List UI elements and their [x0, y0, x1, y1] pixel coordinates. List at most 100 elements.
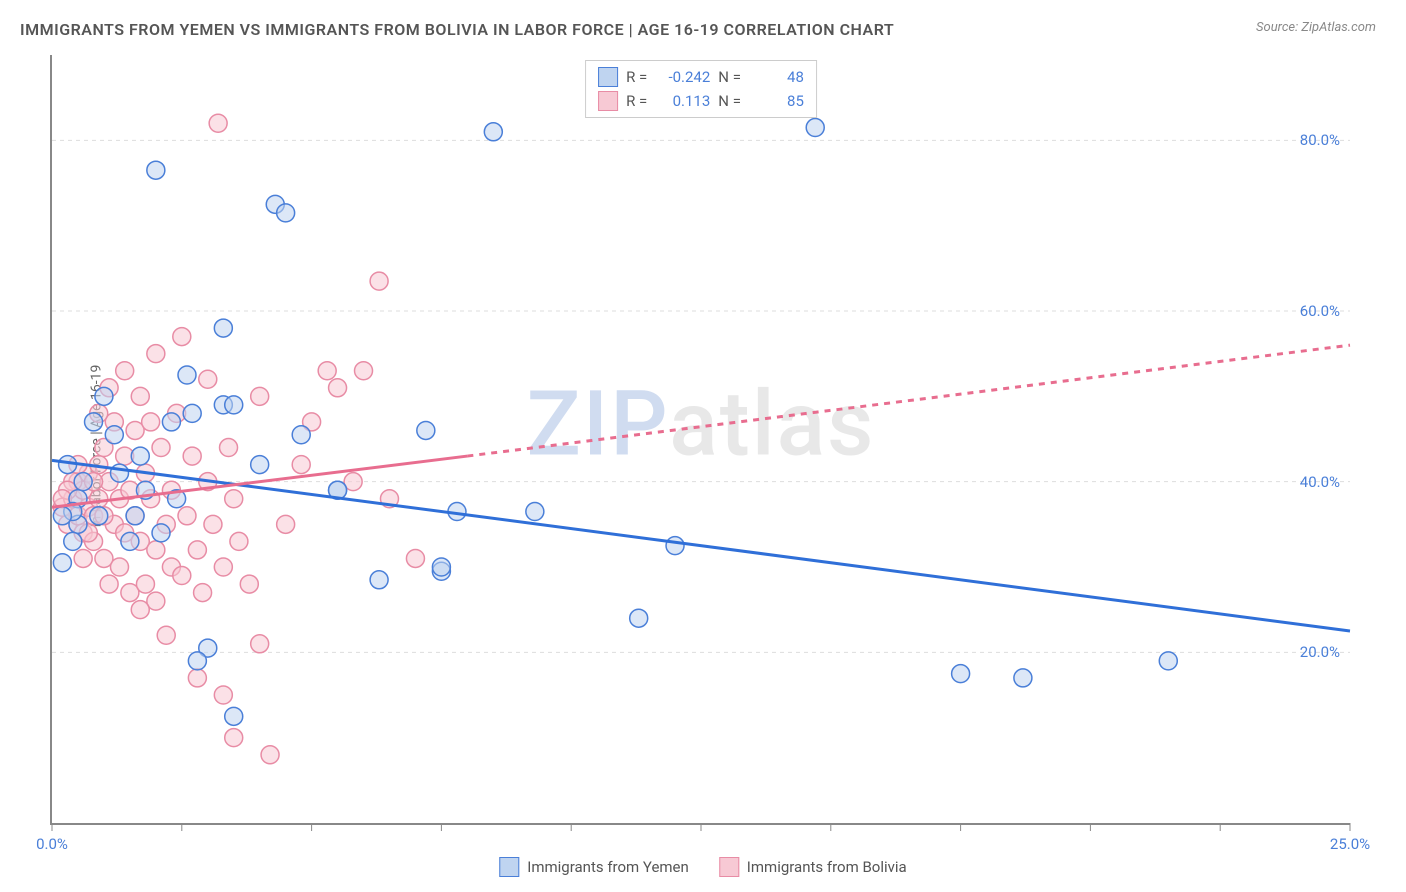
data-point-yemen	[74, 473, 92, 491]
data-point-yemen	[292, 426, 310, 444]
data-point-yemen	[1159, 652, 1177, 670]
stats-row-bolivia: R = 0.113 N = 85	[598, 89, 804, 113]
data-point-bolivia	[292, 456, 310, 474]
legend-item-bolivia: Immigrants from Bolivia	[719, 857, 907, 877]
data-point-bolivia	[199, 370, 217, 388]
data-point-yemen	[131, 447, 149, 465]
plot-area: ZIPatlas R = -0.242 N = 48 R = 0.113 N =…	[50, 55, 1350, 825]
data-point-yemen	[225, 396, 243, 414]
source-label: Source: ZipAtlas.com	[1256, 20, 1376, 35]
legend-swatch-bolivia-icon	[719, 857, 739, 877]
legend-item-yemen: Immigrants from Yemen	[499, 857, 689, 877]
y-tick-label: 40.0%	[1300, 473, 1340, 491]
data-point-bolivia	[318, 362, 336, 380]
y-tick-label: 80.0%	[1300, 131, 1340, 149]
data-point-yemen	[417, 421, 435, 439]
data-point-bolivia	[277, 515, 295, 533]
data-point-bolivia	[147, 345, 165, 363]
bottom-legend: Immigrants from Yemen Immigrants from Bo…	[499, 857, 906, 877]
data-point-yemen	[90, 507, 108, 525]
data-point-bolivia	[204, 515, 222, 533]
data-point-yemen	[526, 503, 544, 521]
stats-n-label: N =	[718, 68, 741, 86]
data-point-yemen	[85, 413, 103, 431]
legend-swatch-yemen-icon	[499, 857, 519, 877]
data-point-yemen	[105, 426, 123, 444]
data-point-bolivia	[100, 575, 118, 593]
data-point-yemen	[121, 532, 139, 550]
data-point-bolivia	[188, 669, 206, 687]
trend-line-bolivia-dashed	[467, 345, 1350, 456]
data-point-yemen	[432, 558, 450, 576]
data-point-bolivia	[173, 328, 191, 346]
swatch-bolivia-icon	[598, 91, 618, 111]
data-point-bolivia	[178, 507, 196, 525]
data-point-bolivia	[251, 635, 269, 653]
data-point-bolivia	[152, 439, 170, 457]
data-point-bolivia	[173, 567, 191, 585]
data-point-yemen	[178, 366, 196, 384]
data-point-yemen	[666, 537, 684, 555]
data-point-bolivia	[131, 601, 149, 619]
data-point-yemen	[277, 204, 295, 222]
data-point-bolivia	[147, 541, 165, 559]
stats-n-label-2: N =	[718, 92, 741, 110]
data-point-yemen	[126, 507, 144, 525]
data-point-yemen	[183, 404, 201, 422]
data-point-bolivia	[355, 362, 373, 380]
stats-yemen-n: 48	[749, 68, 804, 86]
plot-svg	[52, 55, 1350, 823]
stats-bolivia-n: 85	[749, 92, 804, 110]
data-point-bolivia	[74, 549, 92, 567]
data-point-bolivia	[214, 686, 232, 704]
data-point-bolivia	[157, 626, 175, 644]
x-tick-label: 25.0%	[1330, 835, 1370, 853]
data-point-yemen	[110, 464, 128, 482]
data-point-bolivia	[90, 490, 108, 508]
data-point-bolivia	[142, 413, 160, 431]
stats-legend: R = -0.242 N = 48 R = 0.113 N = 85	[585, 60, 817, 118]
data-point-bolivia	[329, 379, 347, 397]
data-point-bolivia	[261, 746, 279, 764]
data-point-yemen	[162, 413, 180, 431]
data-point-bolivia	[220, 439, 238, 457]
data-point-yemen	[188, 652, 206, 670]
stats-row-yemen: R = -0.242 N = 48	[598, 65, 804, 89]
data-point-bolivia	[131, 387, 149, 405]
data-point-yemen	[152, 524, 170, 542]
data-point-bolivia	[116, 362, 134, 380]
stats-yemen-r: -0.242	[655, 68, 710, 86]
data-point-yemen	[1014, 669, 1032, 687]
data-point-bolivia	[225, 729, 243, 747]
stats-r-label-2: R =	[626, 92, 647, 110]
data-point-yemen	[630, 609, 648, 627]
data-point-yemen	[214, 319, 232, 337]
data-point-yemen	[225, 707, 243, 725]
data-point-bolivia	[240, 575, 258, 593]
data-point-yemen	[484, 123, 502, 141]
data-point-bolivia	[370, 272, 388, 290]
data-point-yemen	[95, 387, 113, 405]
data-point-yemen	[251, 456, 269, 474]
data-point-bolivia	[194, 584, 212, 602]
data-point-bolivia	[209, 114, 227, 132]
stats-bolivia-r: 0.113	[655, 92, 710, 110]
data-point-bolivia	[183, 447, 201, 465]
stats-r-label: R =	[626, 68, 647, 86]
data-point-bolivia	[110, 558, 128, 576]
data-point-yemen	[806, 119, 824, 137]
data-point-yemen	[952, 665, 970, 683]
data-point-yemen	[147, 161, 165, 179]
x-tick-label: 0.0%	[36, 835, 68, 853]
legend-label-yemen: Immigrants from Yemen	[527, 858, 689, 876]
y-tick-label: 20.0%	[1300, 643, 1340, 661]
data-point-yemen	[53, 554, 71, 572]
data-point-bolivia	[188, 541, 206, 559]
chart-title: IMMIGRANTS FROM YEMEN VS IMMIGRANTS FROM…	[20, 20, 894, 39]
data-point-yemen	[53, 507, 71, 525]
swatch-yemen-icon	[598, 67, 618, 87]
data-point-bolivia	[251, 387, 269, 405]
y-tick-label: 60.0%	[1300, 302, 1340, 320]
data-point-bolivia	[214, 558, 232, 576]
data-point-yemen	[370, 571, 388, 589]
